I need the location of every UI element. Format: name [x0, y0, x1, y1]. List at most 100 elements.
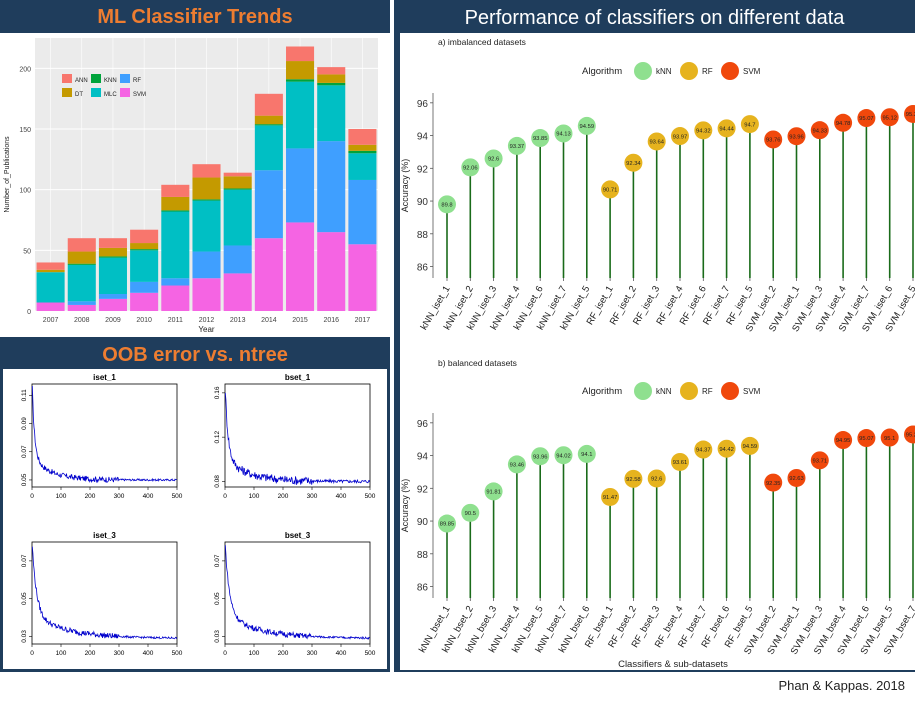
data-label: 92.63	[789, 476, 804, 482]
bar-segment	[98, 298, 127, 311]
x-tick-label: 200	[278, 493, 289, 500]
lollipop-dot	[764, 473, 783, 492]
lollipop-dot	[671, 127, 689, 146]
x-tick-label: 200	[278, 650, 289, 657]
y-tick-label: 0.03	[21, 630, 28, 643]
bar-segment	[348, 179, 377, 245]
y-tick-label: 0.16	[214, 386, 221, 399]
data-label: 94.1	[581, 452, 592, 458]
panel-title: iset_3	[93, 531, 116, 540]
data-label: 95.32	[906, 112, 915, 118]
y-tick-label: 88	[417, 550, 429, 561]
x-tick-label: 200	[85, 650, 96, 657]
y-tick-label: 0.07	[21, 554, 28, 567]
bar-segment	[130, 292, 159, 311]
lollipop-dot	[671, 452, 689, 471]
panel-frame	[224, 383, 371, 488]
legend-dot	[721, 382, 739, 400]
legend-swatch	[62, 74, 72, 83]
bar-segment	[348, 153, 377, 180]
bar-segment	[36, 272, 65, 303]
x-tick-label: 2015	[292, 317, 308, 324]
x-tick-label: 0	[223, 493, 227, 500]
bar-segment	[67, 238, 96, 252]
bar-segment	[286, 79, 315, 82]
x-tick-label: 400	[143, 650, 154, 657]
x-tick-label: 400	[143, 493, 154, 500]
bar-segment	[317, 67, 346, 75]
lollipop-dot	[880, 108, 899, 127]
bar-segment	[192, 177, 221, 200]
bar-segment	[161, 278, 190, 286]
data-label: 95.1	[884, 436, 895, 442]
x-tick-label: 2010	[136, 317, 152, 324]
data-label: 94.13	[556, 132, 571, 138]
lollipop-dot	[647, 469, 666, 488]
lollipop-dot	[834, 113, 853, 132]
lollipop-dot	[484, 482, 503, 501]
bar-segment	[223, 188, 252, 190]
x-tick-label: 2014	[261, 317, 277, 324]
bar-segment	[317, 141, 346, 233]
y-tick-label: 86	[417, 263, 429, 274]
y-tick-label: 88	[417, 230, 429, 241]
bar-segment	[317, 82, 346, 86]
lollipop-dot	[694, 440, 713, 459]
lollipop-dot	[880, 428, 899, 447]
bar-segment	[348, 244, 377, 311]
lollipop-dot	[601, 487, 620, 506]
data-label: 92.6	[488, 157, 499, 163]
data-label: 93.37	[510, 144, 525, 150]
bar-segment	[130, 250, 159, 282]
bar-segment	[98, 238, 127, 248]
data-label: 93.96	[789, 134, 804, 140]
performance-chart: a) imbalanced datasets Algorithm kNN RF SVM 8…	[400, 33, 915, 670]
lollipop-dot	[694, 121, 713, 140]
bar-segment	[67, 304, 96, 311]
bar-segment	[130, 243, 159, 250]
legend-label: SVM	[743, 387, 761, 396]
y-axis-label: Accuracy (%)	[400, 479, 410, 533]
bar-segment	[223, 189, 252, 246]
data-label: 93.97	[673, 134, 688, 140]
bar-segment	[286, 81, 315, 149]
lollipop-dot	[461, 158, 480, 177]
x-tick-label: 500	[172, 493, 183, 500]
bar-segment	[254, 124, 283, 126]
y-tick-label: 0.07	[214, 554, 221, 567]
x-tick-label: 0	[30, 650, 34, 657]
bar-segment	[192, 164, 221, 178]
data-label: 94.44	[719, 127, 734, 133]
bar-segment	[192, 251, 221, 279]
y-axis-label: Accuracy (%)	[400, 159, 410, 213]
lollipop-dot	[717, 439, 736, 458]
lollipop-dot	[577, 444, 596, 463]
bar-segment	[286, 61, 315, 80]
data-label: 89.85	[440, 522, 455, 528]
x-tick-label: 500	[172, 650, 183, 657]
oob-error-line	[31, 385, 177, 484]
x-tick-label: 100	[249, 493, 260, 500]
y-tick-label: 96	[417, 99, 429, 110]
x-tick-label: 500	[365, 650, 376, 657]
legend-label: MLC	[104, 92, 117, 98]
bar-segment	[192, 278, 221, 311]
y-tick-label: 150	[19, 127, 31, 134]
data-label: 94.37	[696, 448, 711, 454]
legend-label: SVM	[743, 67, 761, 76]
oob-error-line	[224, 545, 370, 640]
x-tick-label: 400	[336, 650, 347, 657]
x-tick-label: 2013	[230, 317, 246, 324]
bar-segment	[161, 196, 190, 211]
lollipop-dot	[740, 436, 759, 455]
data-label: 91.47	[603, 495, 618, 501]
x-tick-label: 300	[114, 650, 125, 657]
bar-segment	[130, 249, 159, 251]
credit-text: Phan & Kappas. 2018	[778, 678, 906, 693]
legend-label: kNN	[656, 67, 672, 76]
performance-title: Performance of classifiers on different …	[464, 7, 845, 29]
lollipop-dot	[554, 446, 573, 465]
legend-dot	[721, 62, 739, 80]
legend-label: DT	[75, 92, 83, 98]
lollipop-dot	[834, 431, 853, 450]
